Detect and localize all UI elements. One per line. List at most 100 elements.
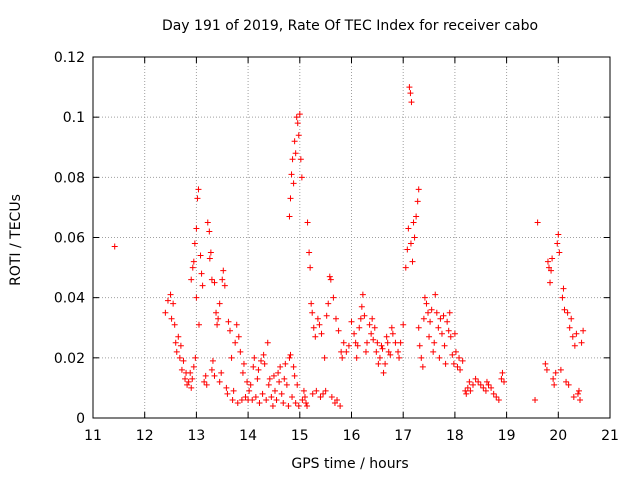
data-point xyxy=(313,387,320,394)
data-point xyxy=(195,186,202,193)
data-point xyxy=(246,387,253,394)
data-point xyxy=(198,270,205,277)
data-point xyxy=(416,342,423,349)
x-tick-label: 16 xyxy=(343,428,361,444)
data-point xyxy=(432,291,439,298)
axis-ticks: 11 12 13 14 15 16 17 18 19 20 21 0 0.02 0.04 0.06 0.08 0… xyxy=(54,50,619,444)
data-point xyxy=(452,348,459,355)
data-point xyxy=(560,285,567,292)
data-point xyxy=(211,372,218,379)
data-point xyxy=(548,267,555,274)
data-point xyxy=(449,351,456,358)
data-point xyxy=(339,354,346,361)
data-point xyxy=(578,339,585,346)
data-point xyxy=(213,309,220,316)
data-point xyxy=(334,396,341,403)
data-point xyxy=(361,312,368,319)
data-point xyxy=(197,252,204,259)
data-point xyxy=(475,378,482,385)
data-point xyxy=(554,240,561,247)
data-point xyxy=(375,360,382,367)
data-point xyxy=(259,390,266,397)
data-point xyxy=(379,345,386,352)
data-point xyxy=(180,357,187,364)
chart-title: Day 191 of 2019, Rate Of TEC Index for r… xyxy=(161,18,539,34)
data-point xyxy=(289,393,296,400)
data-point xyxy=(176,354,183,361)
data-point xyxy=(228,354,235,361)
data-point xyxy=(436,354,443,361)
data-point xyxy=(204,219,211,226)
data-point xyxy=(366,321,373,328)
data-point xyxy=(301,393,308,400)
data-point xyxy=(376,354,383,361)
data-point xyxy=(211,279,218,286)
data-point xyxy=(206,255,213,262)
data-point xyxy=(264,339,271,346)
data-point xyxy=(404,246,411,253)
data-point xyxy=(490,390,497,397)
data-point xyxy=(306,249,313,256)
data-point xyxy=(277,363,284,370)
data-point xyxy=(290,363,297,370)
data-point xyxy=(433,309,440,316)
data-point xyxy=(351,330,358,337)
data-point xyxy=(309,309,316,316)
data-point xyxy=(373,348,380,355)
data-point xyxy=(238,396,245,403)
data-point xyxy=(227,327,234,334)
data-point xyxy=(178,366,185,373)
data-point xyxy=(184,381,191,388)
data-point xyxy=(557,366,564,373)
data-point xyxy=(300,387,307,394)
data-point xyxy=(291,372,298,379)
data-point xyxy=(392,339,399,346)
data-point xyxy=(552,369,559,376)
data-point xyxy=(289,156,296,163)
data-point xyxy=(454,363,461,370)
y-tick-label: 0.06 xyxy=(54,231,85,247)
data-point xyxy=(325,300,332,307)
data-points xyxy=(111,84,587,409)
data-point xyxy=(551,381,558,388)
data-point xyxy=(322,387,329,394)
data-point xyxy=(400,321,407,328)
data-point xyxy=(221,282,228,289)
data-point xyxy=(384,339,391,346)
data-point xyxy=(310,324,317,331)
data-point xyxy=(193,294,200,301)
data-point xyxy=(426,333,433,340)
data-point xyxy=(230,387,237,394)
data-point xyxy=(501,378,508,385)
data-point xyxy=(164,297,171,304)
data-point xyxy=(218,369,225,376)
data-point xyxy=(565,381,572,388)
data-point xyxy=(260,351,267,358)
data-point xyxy=(220,267,227,274)
data-point xyxy=(456,354,463,361)
data-point xyxy=(498,375,505,382)
data-point xyxy=(162,309,169,316)
data-point xyxy=(556,249,563,256)
data-point xyxy=(332,315,339,322)
data-point xyxy=(285,402,292,409)
data-point xyxy=(348,318,355,325)
data-point xyxy=(214,321,221,328)
data-point xyxy=(408,99,415,106)
data-point xyxy=(286,354,293,361)
data-point xyxy=(357,315,364,322)
data-point xyxy=(534,219,541,226)
data-point xyxy=(573,330,580,337)
data-point xyxy=(464,384,471,391)
data-point xyxy=(542,360,549,367)
x-tick-label: 11 xyxy=(84,428,102,444)
data-point xyxy=(472,375,479,382)
data-point xyxy=(177,342,184,349)
data-point xyxy=(290,180,297,187)
data-point xyxy=(318,330,325,337)
data-point xyxy=(550,375,557,382)
data-point xyxy=(209,357,216,364)
data-point xyxy=(268,393,275,400)
data-point xyxy=(234,399,241,406)
data-point xyxy=(219,276,226,283)
